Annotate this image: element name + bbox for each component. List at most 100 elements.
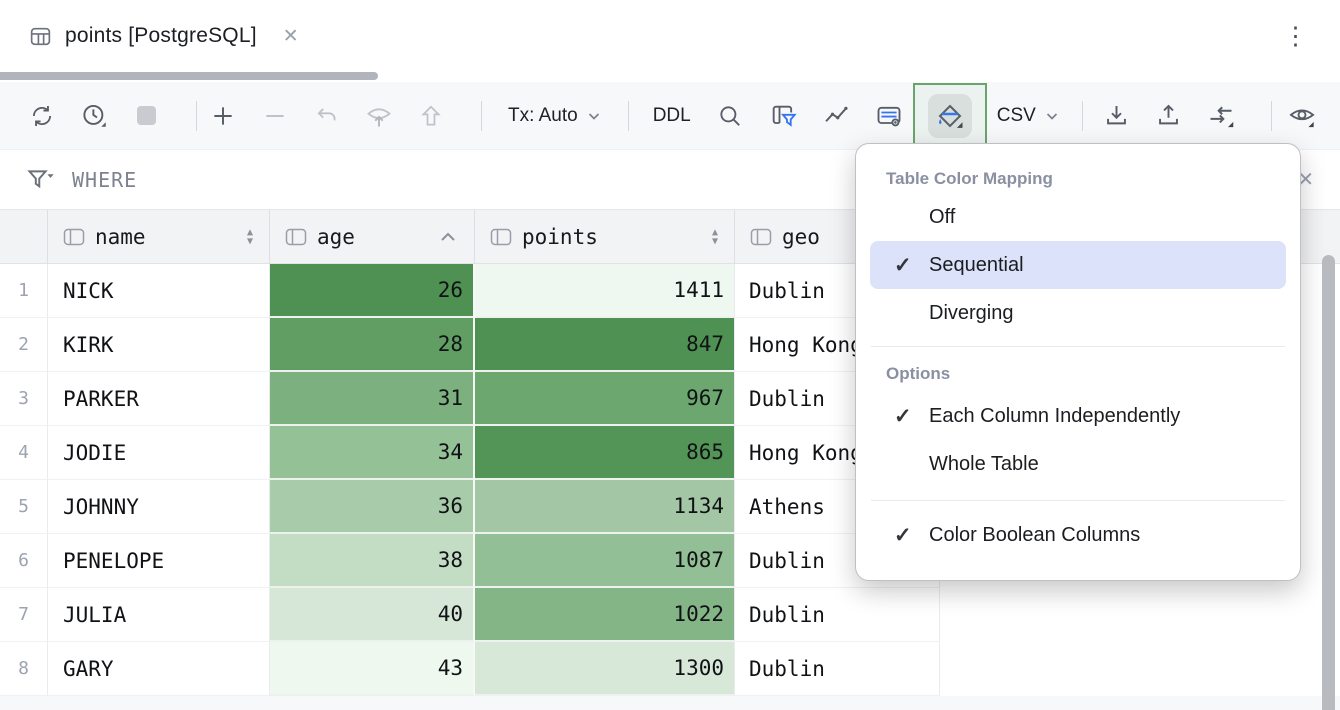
- schedule-refresh-button[interactable]: [80, 102, 108, 130]
- cell-points[interactable]: 1087: [475, 534, 735, 588]
- cell-name[interactable]: JODIE: [48, 426, 270, 480]
- csv-label: CSV: [996, 104, 1036, 126]
- table-row: 8 GARY 43 1300 Dublin: [0, 642, 1340, 696]
- cell-points[interactable]: 1022: [475, 588, 735, 642]
- table-row: 7 JULIA 40 1022 Dublin: [0, 588, 1340, 642]
- filter-funnel-icon: [26, 165, 56, 195]
- column-icon: [63, 228, 85, 246]
- column-header-age[interactable]: age: [270, 210, 475, 264]
- column-icon: [750, 228, 772, 246]
- row-number: 4: [0, 426, 48, 480]
- table-row: 2 KIRK 28 847 Hong Kong: [0, 318, 1340, 372]
- paint-bucket-icon: [938, 104, 963, 128]
- menu-item-sequential[interactable]: ✓ Sequential: [870, 241, 1286, 289]
- menu-separator: [871, 346, 1285, 347]
- search-icon[interactable]: [716, 102, 744, 130]
- view-options-button[interactable]: [1288, 102, 1316, 130]
- cell-points[interactable]: 1134: [475, 480, 735, 534]
- cell-age[interactable]: 36: [270, 480, 475, 534]
- export-format-dropdown[interactable]: CSV: [997, 105, 1060, 127]
- compare-data-button[interactable]: [1207, 102, 1235, 130]
- chevron-down-icon: [1046, 112, 1057, 120]
- menu-item-whole-table[interactable]: Whole Table: [929, 452, 1039, 475]
- toolbar-separator: [1270, 100, 1272, 131]
- menu-item-color-boolean-columns[interactable]: ✓ Color Boolean Columns: [894, 523, 1141, 547]
- color-mapping-button[interactable]: [912, 82, 987, 148]
- filter-rows-button[interactable]: [769, 102, 797, 130]
- vertical-scrollbar-thumb[interactable]: [1322, 255, 1335, 710]
- menu-item-each-column-independently[interactable]: ✓ Each Column Independently: [894, 404, 1181, 428]
- table-row: 5 JOHNNY 36 1134 Athens: [0, 480, 1340, 534]
- cell-age[interactable]: 43: [270, 642, 475, 696]
- cell-name[interactable]: GARY: [48, 642, 270, 696]
- stop-button: [132, 102, 160, 130]
- column-header-points[interactable]: points ▲ ▼: [475, 210, 735, 264]
- sort-icon-ascending[interactable]: [438, 230, 458, 244]
- table-row: 1 NICK 26 1411 Dublin: [0, 264, 1340, 318]
- delete-row-button: [261, 102, 289, 130]
- row-preview-button[interactable]: [875, 102, 903, 130]
- cell-name[interactable]: PARKER: [48, 372, 270, 426]
- table-icon: [28, 24, 53, 49]
- import-data-button[interactable]: [1155, 102, 1183, 130]
- table-color-mapping-menu: Table Color Mapping Off ✓ Sequential Div…: [855, 143, 1301, 581]
- cell-age[interactable]: 40: [270, 588, 475, 642]
- tab-scrollbar-thumb[interactable]: [0, 72, 378, 80]
- tab-close-icon[interactable]: ✕: [282, 25, 299, 47]
- sort-icon-both[interactable]: ▲ ▼: [246, 227, 253, 247]
- sort-icon-both[interactable]: ▲ ▼: [711, 227, 718, 247]
- toolbar-separator: [1081, 100, 1083, 131]
- cell-name[interactable]: KIRK: [48, 318, 270, 372]
- cell-geo[interactable]: Dublin: [735, 642, 940, 696]
- export-data-button[interactable]: [1103, 102, 1131, 130]
- cell-name[interactable]: NICK: [48, 264, 270, 318]
- close-filter-icon[interactable]: ✕: [1297, 169, 1314, 191]
- data-toolbar: Tx: Auto DDL: [0, 82, 1340, 150]
- table-row: 6 PENELOPE 38 1087 Dublin: [0, 534, 1340, 588]
- cell-name[interactable]: JOHNNY: [48, 480, 270, 534]
- check-icon: ✓: [894, 253, 912, 277]
- grid-footer-strip: [0, 696, 1340, 710]
- chart-view-button[interactable]: [822, 102, 850, 130]
- row-number: 6: [0, 534, 48, 588]
- menu-item-off[interactable]: Off: [929, 205, 956, 228]
- cell-name[interactable]: PENELOPE: [48, 534, 270, 588]
- row-number: 1: [0, 264, 48, 318]
- tab-bar: points [PostgreSQL] ✕ ⋮: [0, 0, 1340, 72]
- cell-points[interactable]: 1300: [475, 642, 735, 696]
- refresh-button[interactable]: [28, 102, 56, 130]
- check-icon: ✓: [894, 523, 912, 547]
- table-row: 4 JODIE 34 865 Hong Kong: [0, 426, 1340, 480]
- cell-age[interactable]: 31: [270, 372, 475, 426]
- tab-title: points [PostgreSQL]: [65, 24, 257, 47]
- where-label: WHERE: [72, 167, 138, 192]
- menu-item-diverging[interactable]: Diverging: [929, 301, 1014, 324]
- toolbar-separator: [481, 100, 482, 131]
- more-options-icon[interactable]: ⋮: [1283, 22, 1308, 50]
- cell-geo[interactable]: Dublin: [735, 588, 940, 642]
- toolbar-separator: [627, 100, 629, 131]
- check-icon: ✓: [894, 404, 912, 428]
- add-row-button[interactable]: [209, 102, 237, 130]
- header-gutter: [0, 210, 48, 264]
- row-number: 8: [0, 642, 48, 696]
- column-icon: [285, 228, 307, 246]
- tx-mode-label: Tx: Auto: [508, 104, 578, 126]
- row-number: 5: [0, 480, 48, 534]
- row-number: 3: [0, 372, 48, 426]
- cell-age[interactable]: 34: [270, 426, 475, 480]
- cell-name[interactable]: JULIA: [48, 588, 270, 642]
- column-icon: [490, 228, 512, 246]
- submit-button: [417, 102, 445, 130]
- cell-points[interactable]: 847: [475, 318, 735, 372]
- tab-points-postgresql[interactable]: points [PostgreSQL] ✕: [28, 14, 299, 58]
- cell-age[interactable]: 28: [270, 318, 475, 372]
- column-header-name[interactable]: name ▲ ▼: [48, 210, 270, 264]
- cell-points[interactable]: 967: [475, 372, 735, 426]
- cell-points[interactable]: 1411: [475, 264, 735, 318]
- cell-age[interactable]: 38: [270, 534, 475, 588]
- ddl-button[interactable]: DDL: [652, 104, 691, 126]
- tx-mode-dropdown[interactable]: Tx: Auto: [508, 105, 602, 127]
- cell-points[interactable]: 865: [475, 426, 735, 480]
- cell-age[interactable]: 26: [270, 264, 475, 318]
